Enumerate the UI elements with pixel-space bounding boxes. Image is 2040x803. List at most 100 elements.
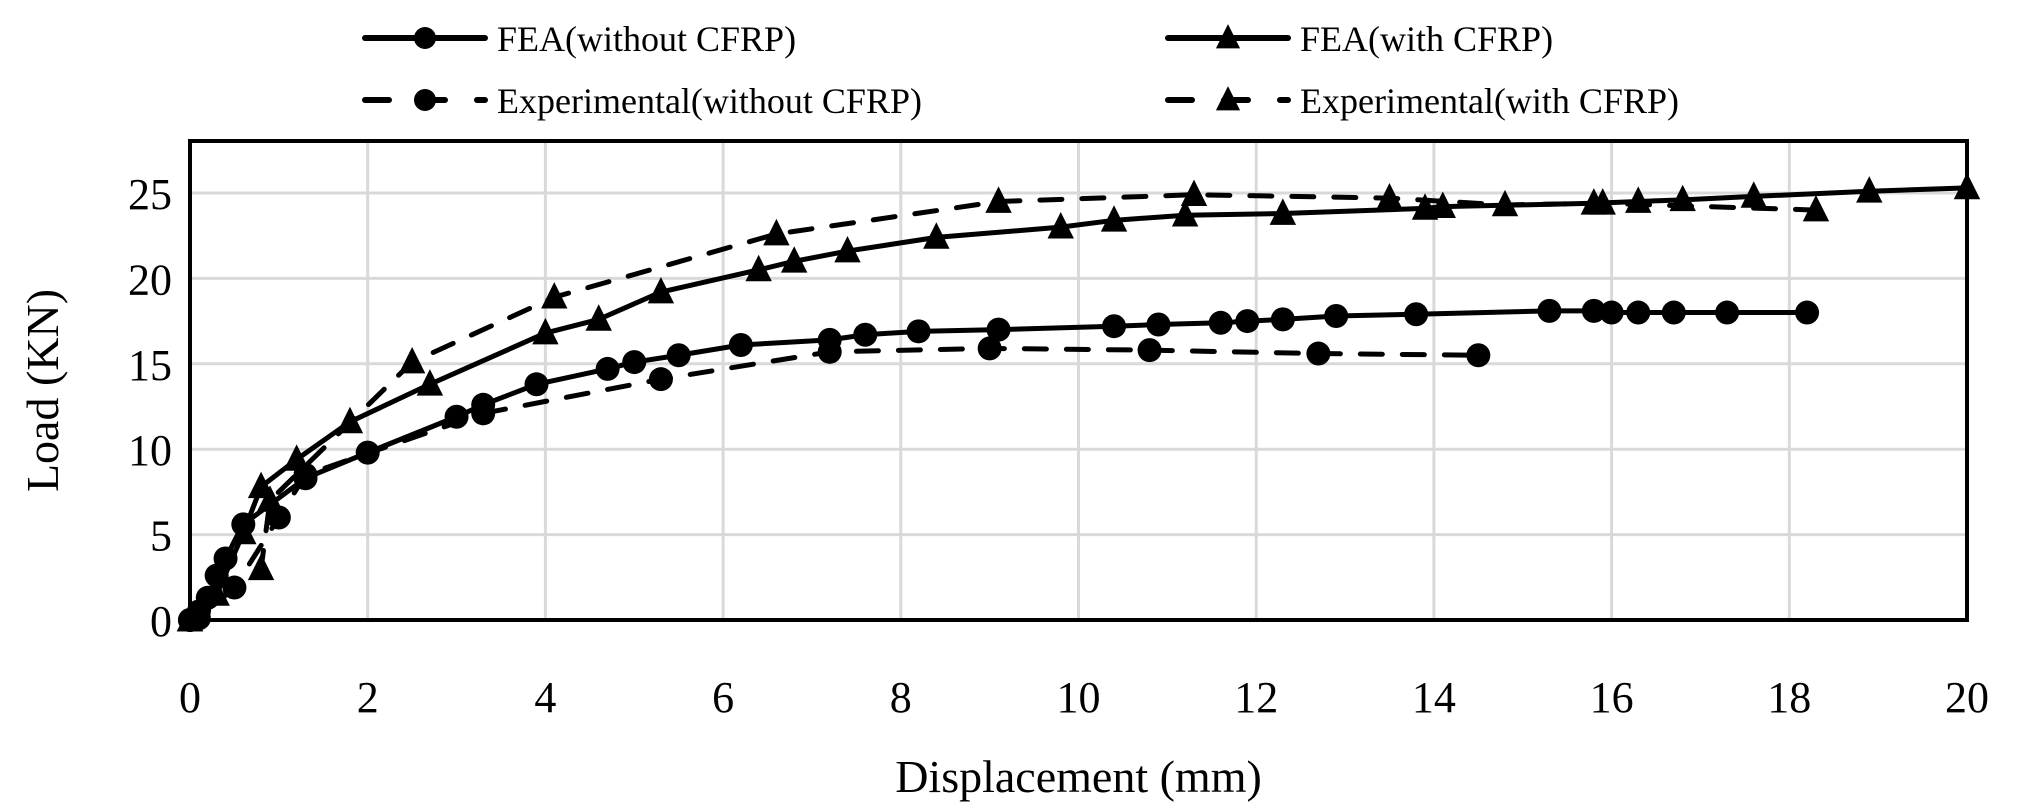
- data-point: [647, 276, 675, 304]
- y-axis-label: Load (KN): [17, 289, 68, 492]
- y-tick-label: 5: [150, 512, 172, 561]
- data-point: [471, 401, 496, 426]
- data-point: [1324, 303, 1349, 328]
- data-point: [1795, 300, 1820, 325]
- x-tick-label: 12: [1234, 673, 1278, 722]
- data-point: [398, 346, 426, 374]
- legend-label: Experimental(without CFRP): [497, 81, 922, 121]
- data-point: [1802, 194, 1830, 222]
- data-point: [524, 372, 549, 397]
- data-point: [1376, 183, 1403, 210]
- data-point: [1269, 198, 1297, 225]
- data-point: [666, 343, 691, 368]
- legend-marker-triangle-icon: [1215, 86, 1241, 111]
- x-tick-label: 2: [357, 673, 379, 722]
- data-point: [1102, 314, 1127, 339]
- series-layer: [176, 172, 1981, 632]
- data-point: [256, 485, 284, 512]
- data-point: [728, 333, 753, 358]
- data-point: [293, 462, 318, 487]
- data-point: [595, 356, 620, 381]
- data-point: [1466, 343, 1491, 368]
- x-axis-label: Displacement (mm): [895, 751, 1262, 802]
- data-point: [1270, 307, 1295, 332]
- y-tick-label: 0: [150, 597, 172, 646]
- legend-label: FEA(without CFRP): [497, 19, 796, 59]
- data-point: [1146, 312, 1171, 337]
- data-point: [247, 553, 275, 581]
- data-point: [230, 517, 257, 545]
- series-experimental-without-cfrp: [178, 336, 1491, 632]
- data-point: [745, 254, 772, 282]
- data-point: [1626, 300, 1651, 325]
- data-point: [780, 246, 808, 273]
- data-point: [853, 322, 878, 347]
- data-point: [585, 304, 612, 331]
- series-line: [187, 192, 1819, 623]
- x-tick-label: 6: [712, 673, 734, 722]
- y-tick-label: 20: [128, 255, 172, 304]
- gridlines: [190, 141, 1967, 620]
- x-tick-label: 10: [1057, 673, 1101, 722]
- data-point: [1740, 181, 1767, 208]
- x-tick-label: 0: [179, 673, 201, 722]
- data-point: [1856, 176, 1883, 203]
- data-point: [416, 369, 444, 396]
- x-tick-labels: 0 2 4 6 8 10 12 14 16 18 20: [179, 673, 1989, 722]
- data-point: [763, 218, 790, 246]
- data-point: [906, 319, 931, 344]
- data-point: [1715, 300, 1740, 325]
- data-point: [986, 317, 1011, 342]
- data-point: [817, 339, 842, 364]
- legend: FEA(without CFRP) FEA(with CFRP) Experimen…: [362, 19, 1679, 121]
- legend-label: FEA(with CFRP): [1300, 19, 1553, 59]
- legend-marker-circle-icon: [414, 27, 436, 49]
- data-point: [1429, 191, 1456, 219]
- legend-marker-circle-icon: [414, 89, 436, 111]
- data-point: [1404, 302, 1429, 327]
- legend-item: Experimental(without CFRP): [362, 81, 922, 121]
- x-tick-label: 4: [534, 673, 556, 722]
- data-point: [1491, 189, 1519, 217]
- data-point: [985, 186, 1012, 213]
- y-tick-label: 15: [128, 341, 172, 390]
- data-point: [1661, 300, 1686, 325]
- legend-item: Experimental(with CFRP): [1165, 81, 1679, 121]
- data-point: [622, 350, 647, 375]
- data-point: [1537, 298, 1562, 323]
- data-point: [1599, 300, 1624, 325]
- data-point: [1411, 193, 1439, 220]
- data-point: [648, 367, 673, 392]
- x-tick-label: 20: [1945, 673, 1989, 722]
- data-point: [1589, 188, 1616, 215]
- legend-label: Experimental(with CFRP): [1300, 81, 1679, 121]
- data-point: [834, 235, 861, 263]
- legend-marker-triangle-icon: [1215, 24, 1241, 49]
- data-point: [1137, 338, 1162, 363]
- data-point: [1100, 205, 1128, 232]
- plot-frame: [188, 139, 1969, 622]
- legend-item: FEA(with CFRP): [1165, 19, 1553, 59]
- data-point: [977, 336, 1002, 361]
- series-line: [187, 308, 1810, 623]
- y-tick-labels: 0 5 10 15 20 25: [128, 170, 172, 646]
- x-tick-label: 16: [1590, 673, 1634, 722]
- x-tick-label: 18: [1767, 673, 1811, 722]
- data-point: [1180, 179, 1208, 207]
- data-point: [541, 282, 568, 309]
- data-point: [1171, 200, 1199, 227]
- data-point: [1306, 341, 1331, 366]
- data-point: [532, 317, 559, 345]
- data-point: [1047, 212, 1074, 239]
- data-point: [923, 222, 950, 249]
- data-point: [1208, 310, 1233, 335]
- x-tick-label: 14: [1412, 673, 1456, 722]
- data-point: [1235, 309, 1260, 334]
- series-experimental-with-cfrp: [176, 179, 1830, 632]
- legend-item: FEA(without CFRP): [362, 19, 796, 59]
- data-point: [1581, 298, 1606, 323]
- y-tick-label: 10: [128, 426, 172, 475]
- x-tick-label: 8: [890, 673, 912, 722]
- y-tick-label: 25: [128, 170, 172, 219]
